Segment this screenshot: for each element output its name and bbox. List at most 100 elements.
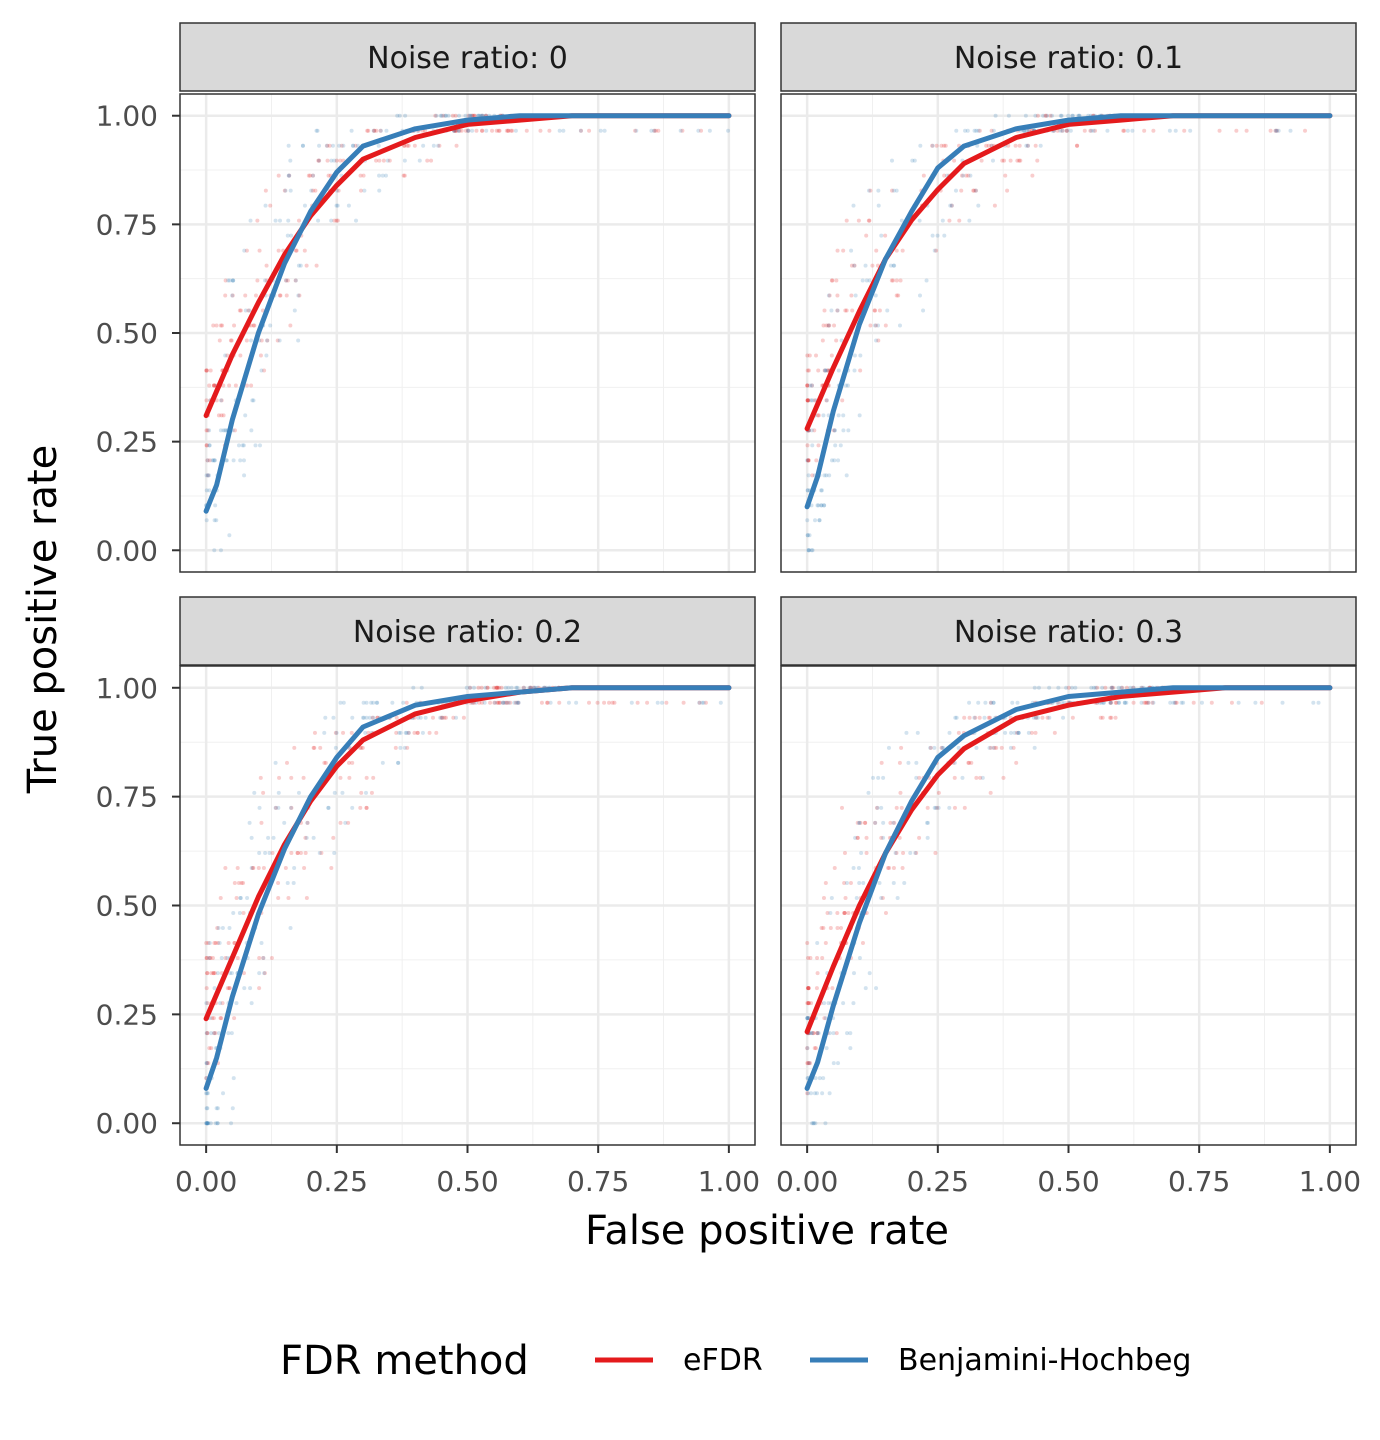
- scatter-point: [463, 128, 468, 133]
- scatter-point: [334, 730, 339, 735]
- scatter-point: [420, 730, 425, 735]
- scatter-point: [457, 113, 462, 118]
- scatter-point: [874, 248, 879, 253]
- scatter-point: [439, 715, 444, 720]
- scatter-point: [1091, 685, 1096, 690]
- scatter-point: [879, 760, 884, 765]
- scatter-point: [364, 805, 369, 810]
- scatter-point: [806, 1001, 811, 1006]
- scatter-point: [822, 308, 827, 313]
- scatter-point: [1069, 685, 1074, 690]
- scatter-point: [204, 473, 209, 478]
- scatter-point: [232, 428, 237, 433]
- scatter-point: [210, 956, 215, 961]
- scatter-point: [322, 730, 327, 735]
- scatter-point: [1174, 700, 1179, 705]
- scatter-point: [495, 700, 500, 705]
- y-tick-label: 0.00: [96, 1107, 158, 1140]
- scatter-point: [404, 730, 409, 735]
- scatter-point: [351, 143, 356, 148]
- scatter-point: [233, 383, 238, 388]
- scatter-point: [891, 865, 896, 870]
- scatter-point: [823, 880, 828, 885]
- scatter-point: [1199, 700, 1204, 705]
- scatter-point: [503, 700, 508, 705]
- y-tick-label: 0.50: [96, 890, 158, 923]
- scatter-point: [976, 203, 981, 208]
- scatter-point: [338, 775, 343, 780]
- scatter-point: [483, 685, 488, 690]
- scatter-point: [416, 715, 421, 720]
- scatter-point: [1173, 700, 1178, 705]
- scatter-point: [819, 503, 824, 508]
- scatter-point: [813, 1121, 818, 1126]
- scatter-point: [595, 700, 600, 705]
- scatter-point: [218, 323, 223, 328]
- scatter-point: [241, 911, 246, 916]
- scatter-point: [810, 1031, 815, 1036]
- scatter-point: [263, 850, 268, 855]
- scatter-point: [213, 503, 218, 508]
- scatter-point: [857, 820, 862, 825]
- scatter-point: [634, 128, 639, 133]
- scatter-point: [831, 1061, 836, 1066]
- scatter-point: [815, 1031, 820, 1036]
- scatter-point: [969, 760, 974, 765]
- scatter-point: [994, 745, 999, 750]
- scatter-point: [358, 188, 363, 193]
- scatter-point: [1259, 700, 1264, 705]
- scatter-point: [332, 790, 337, 795]
- scatter-point: [984, 143, 989, 148]
- scatter-point: [276, 895, 281, 900]
- scatter-point: [230, 293, 235, 298]
- facet-strip-label: Noise ratio: 0.2: [353, 615, 582, 650]
- facet-strip-label: Noise ratio: 0.3: [954, 615, 1183, 650]
- scatter-point: [228, 338, 233, 343]
- scatter-point: [827, 1091, 832, 1096]
- scatter-point: [242, 248, 247, 253]
- x-tick-label: 1.00: [1299, 1165, 1361, 1198]
- scatter-point: [863, 820, 868, 825]
- scatter-point: [324, 143, 329, 148]
- scatter-point: [231, 458, 236, 463]
- scatter-point: [807, 353, 812, 358]
- scatter-point: [205, 1121, 210, 1126]
- scatter-point: [974, 128, 979, 133]
- scatter-point: [238, 353, 243, 358]
- scatter-point: [329, 865, 334, 870]
- scatter-point: [366, 730, 371, 735]
- scatter-point: [287, 173, 292, 178]
- scatter-point: [718, 700, 723, 705]
- scatter-point: [879, 835, 884, 840]
- scatter-point: [512, 700, 517, 705]
- scatter-point: [812, 428, 817, 433]
- scatter-point: [830, 278, 835, 283]
- scatter-point: [1045, 113, 1050, 118]
- scatter-point: [836, 413, 841, 418]
- scatter-point: [302, 248, 307, 253]
- scatter-point: [1188, 128, 1193, 133]
- scatter-point: [393, 745, 398, 750]
- scatter-point: [988, 745, 993, 750]
- scatter-point: [205, 1001, 210, 1006]
- scatter-point: [805, 1091, 810, 1096]
- scatter-point: [805, 1016, 810, 1021]
- scatter-point: [1276, 128, 1281, 133]
- scatter-point: [457, 128, 462, 133]
- panel-border: [780, 93, 1357, 573]
- x-tick-label: 0.50: [436, 1165, 498, 1198]
- scatter-point: [1109, 685, 1114, 690]
- scatter-point: [1119, 685, 1124, 690]
- scatter-point: [982, 715, 987, 720]
- scatter-point: [259, 368, 264, 373]
- scatter-point: [810, 398, 815, 403]
- scatter-point: [212, 986, 217, 991]
- scatter-point: [806, 548, 811, 553]
- scatter-point: [1100, 685, 1105, 690]
- scatter-point: [1025, 143, 1030, 148]
- scatter-point: [990, 158, 995, 163]
- scatter-point: [312, 745, 317, 750]
- scatter-point: [293, 248, 298, 253]
- scatter-point: [250, 865, 255, 870]
- y-tick-label: 0.25: [96, 426, 158, 459]
